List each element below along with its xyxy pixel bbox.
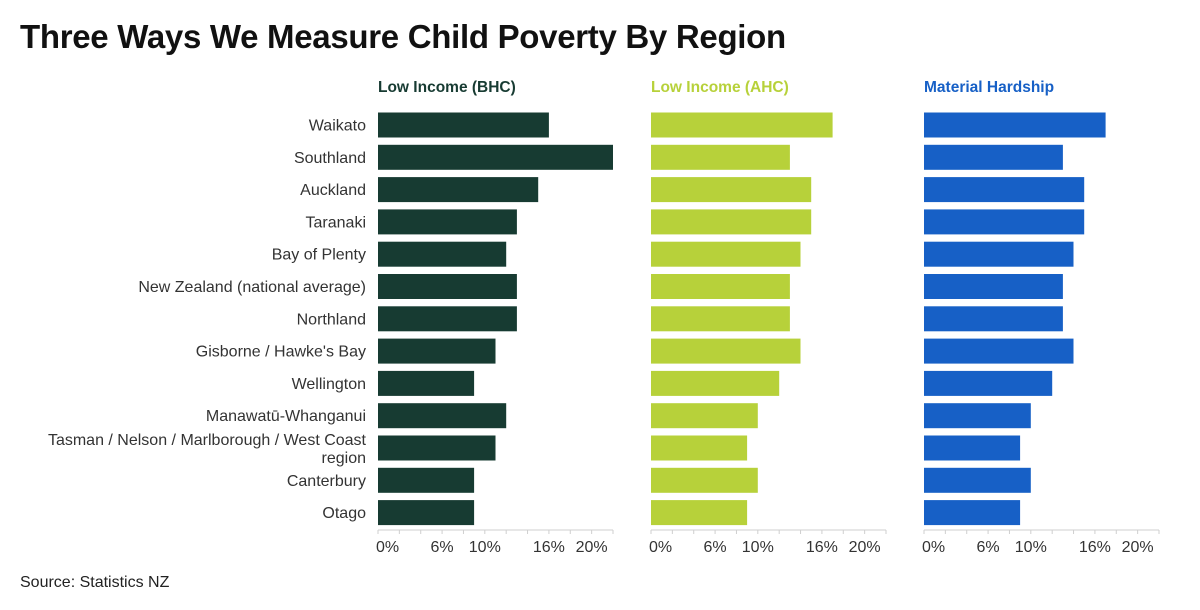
- bar: [651, 370, 780, 396]
- category-label: Wellington: [292, 376, 366, 393]
- x-tick-label: 16%: [1079, 539, 1111, 556]
- bar: [924, 177, 1085, 203]
- bar: [651, 177, 812, 203]
- chart-title: Three Ways We Measure Child Poverty By R…: [20, 18, 786, 55]
- category-label: Otago: [322, 505, 366, 522]
- category-label: Gisborne / Hawke's Bay: [196, 344, 366, 361]
- bar: [651, 112, 833, 138]
- bar: [378, 274, 517, 299]
- category-label: Bay of Plenty: [272, 247, 366, 264]
- bar: [924, 209, 1085, 235]
- bar: [378, 370, 475, 396]
- category-label: Waikato: [309, 118, 366, 135]
- bar: [378, 112, 549, 138]
- x-tick-label: 6%: [431, 539, 454, 556]
- bar: [651, 467, 758, 493]
- x-tick-label: 6%: [704, 539, 727, 556]
- bar: [378, 467, 475, 493]
- bar: [378, 435, 496, 461]
- bar: [651, 338, 801, 364]
- x-tick-label: 16%: [806, 539, 838, 556]
- panel-title: Low Income (AHC): [651, 79, 789, 96]
- bar: [378, 144, 613, 170]
- x-tick-label: 10%: [742, 539, 774, 556]
- category-label: Canterbury: [287, 473, 366, 490]
- source-note: Source: Statistics NZ: [20, 574, 170, 591]
- x-tick-label: 0%: [376, 539, 399, 556]
- bar: [651, 144, 790, 170]
- category-label: Northland: [297, 311, 366, 328]
- x-tick-label: 16%: [533, 539, 565, 556]
- bar: [651, 306, 790, 332]
- bar: [651, 403, 758, 429]
- panel-title: Low Income (BHC): [378, 79, 516, 96]
- panel-title: Material Hardship: [924, 79, 1054, 96]
- bar: [378, 241, 507, 267]
- x-tick-label: 10%: [469, 539, 501, 556]
- category-label: Southland: [294, 150, 366, 167]
- category-label: Tasman / Nelson / Marlborough / West Coa…: [48, 432, 367, 467]
- category-label: Manawatū-Whanganui: [206, 408, 366, 425]
- bar: [651, 241, 801, 267]
- x-tick-label: 6%: [977, 539, 1000, 556]
- category-label: Auckland: [300, 182, 366, 199]
- bar: [924, 370, 1053, 396]
- bar: [378, 403, 507, 429]
- bar: [924, 274, 1063, 299]
- bar: [924, 241, 1074, 267]
- bar: [924, 306, 1063, 332]
- bar: [924, 338, 1074, 364]
- x-tick-label: 0%: [922, 539, 945, 556]
- bar: [924, 500, 1021, 526]
- bar: [651, 209, 812, 235]
- x-tick-label: 20%: [576, 539, 608, 556]
- category-label: New Zealand (national average): [138, 279, 366, 296]
- category-label: Taranaki: [306, 214, 366, 231]
- bar: [651, 500, 748, 526]
- bar: [378, 209, 517, 235]
- bar: [924, 144, 1063, 170]
- x-tick-label: 0%: [649, 539, 672, 556]
- bar: [924, 112, 1106, 138]
- bar: [924, 403, 1031, 429]
- bar: [378, 306, 517, 332]
- bar: [378, 177, 539, 203]
- bar: [651, 435, 748, 461]
- bar: [378, 500, 475, 526]
- bar: [651, 274, 790, 299]
- bar: [378, 338, 496, 364]
- bar: [924, 467, 1031, 493]
- x-tick-label: 10%: [1015, 539, 1047, 556]
- bar: [924, 435, 1021, 461]
- x-tick-label: 20%: [849, 539, 881, 556]
- x-tick-label: 20%: [1122, 539, 1154, 556]
